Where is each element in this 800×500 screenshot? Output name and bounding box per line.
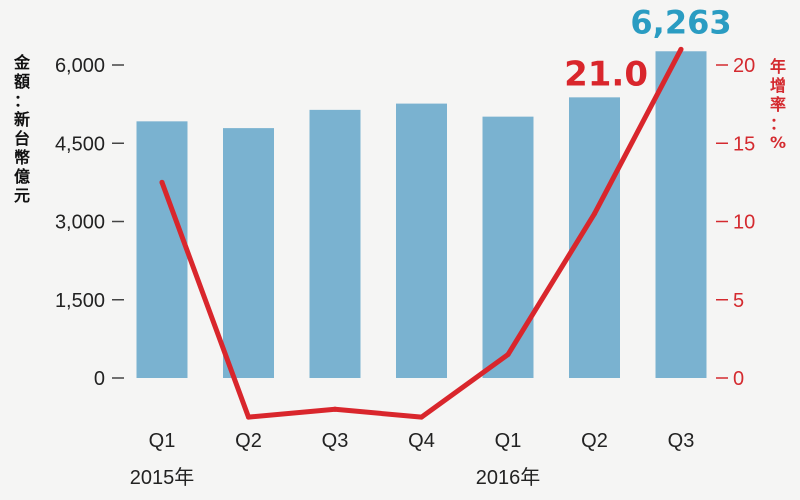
right-axis-title-char-0: 年: [770, 57, 786, 76]
callout-growth-value: 21.0: [564, 54, 648, 94]
year-label-0: 2015年: [130, 466, 195, 489]
line-point-2: [332, 406, 338, 412]
category-label-0: Q1: [149, 430, 176, 452]
left-axis-title-char-7: 元: [14, 186, 30, 205]
right-axis-title-char-3: ：: [770, 114, 786, 133]
category-label-2: Q3: [322, 430, 349, 452]
bar-3: [396, 103, 447, 378]
category-label-1: Q2: [235, 430, 262, 452]
bar-1: [223, 128, 274, 378]
right-tick-label-3: 15: [733, 133, 755, 155]
line-point-1: [246, 414, 251, 420]
left-axis-title-char-0: 金: [13, 53, 31, 72]
left-tick-label-4: 6,000: [55, 55, 105, 77]
right-axis-title-char-1: 增: [770, 76, 786, 95]
left-axis-title-char-1: 額: [13, 72, 30, 91]
right-tick-label-4: 20: [733, 55, 755, 77]
bar-0: [136, 121, 188, 378]
bar-4: [482, 116, 534, 379]
left-axis-title-char-6: 億: [14, 167, 30, 186]
bar-5: [569, 97, 620, 379]
left-tick-label-2: 3,000: [55, 212, 105, 234]
category-label-6: Q3: [668, 430, 695, 452]
left-axis-title-char-2: ：: [14, 91, 30, 110]
left-axis-title-char-5: 幣: [14, 148, 30, 167]
left-tick-label-1: 1,500: [55, 290, 105, 312]
line-point-4: [505, 352, 511, 358]
category-label-5: Q2: [581, 430, 608, 452]
right-tick-label-0: 0: [733, 368, 744, 390]
line-point-6: [678, 46, 684, 52]
left-axis-title-char-3: 新: [14, 110, 30, 129]
category-label-4: Q1: [495, 430, 522, 452]
line-point-5: [592, 211, 597, 217]
callout-bar-value: 6,263: [630, 3, 731, 41]
right-axis-title-char-4: %: [770, 133, 786, 152]
left-tick-label-0: 0: [94, 368, 105, 390]
line-point-3: [419, 414, 424, 420]
left-axis-title-char-4: 台: [14, 129, 30, 148]
category-label-3: Q4: [408, 430, 435, 452]
bar-2: [309, 109, 361, 378]
right-tick-label-1: 5: [733, 290, 744, 312]
left-tick-label-3: 4,500: [55, 133, 105, 155]
right-axis-title-char-2: 率: [770, 95, 786, 114]
line-point-0: [159, 179, 165, 185]
bar-6: [655, 51, 707, 379]
year-label-1: 2016年: [476, 466, 541, 489]
right-tick-label-2: 10: [733, 212, 755, 234]
